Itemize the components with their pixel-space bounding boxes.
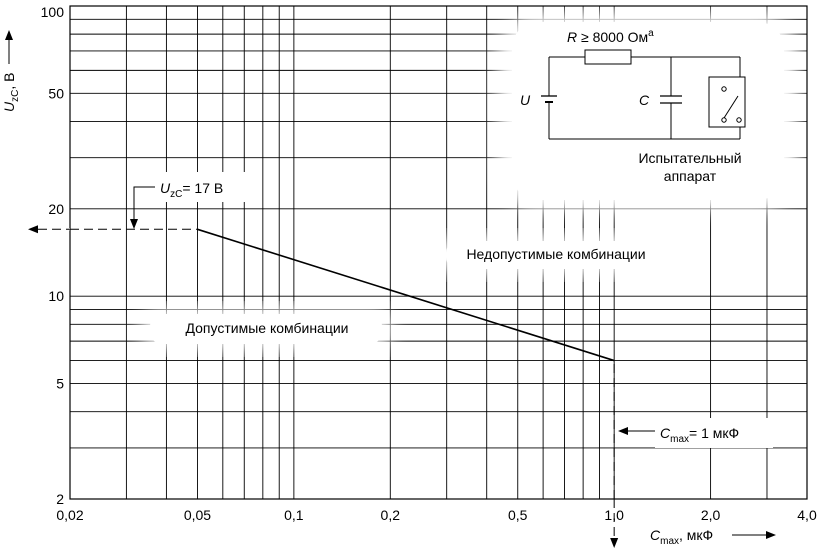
- x-label-subscript: max: [660, 536, 679, 547]
- switch-blade: [723, 95, 739, 119]
- apparatus-label-line2: аппарат: [664, 168, 717, 184]
- y-tick-label: 5: [56, 376, 64, 392]
- plot-frame: [69, 5, 808, 500]
- x-tick-label: 2,0: [701, 507, 721, 523]
- x-tick-labels: 0,02 0,05 0,1 0,2 0,5 1,0 2,0 4,0: [56, 507, 817, 523]
- y-label-subscript: zC: [10, 90, 21, 102]
- y-tick-label: 20: [48, 201, 64, 217]
- y-tick-label: 50: [48, 85, 64, 101]
- series-layer: [197, 228, 615, 362]
- resistor-symbol: [584, 49, 632, 65]
- uzc-leader-arrowhead: [130, 219, 138, 229]
- x-axis-title: Cmax, мкФ: [650, 527, 713, 547]
- x-tick-label: 0,5: [508, 507, 528, 523]
- reference-lines: [28, 225, 619, 548]
- y-axis-arrowhead: [5, 30, 13, 40]
- resistor-value: ≥ 8000 Ом: [577, 29, 648, 45]
- cmax-label-background: [655, 418, 773, 448]
- switch-contact-top: [721, 86, 727, 92]
- apparatus-label-line1: Испытательный: [638, 150, 741, 166]
- forbidden-region-label: Недопустимые комбинации: [466, 246, 645, 262]
- resistor-footnote: a: [648, 28, 654, 39]
- uzc-left-arrowhead: [28, 225, 38, 234]
- x-tick-label: 0,05: [184, 507, 211, 523]
- label-backgrounds: [140, 14, 798, 448]
- capacitor-label: C: [639, 92, 650, 108]
- y-tick-label: 100: [41, 4, 65, 20]
- uzc-leader-line: [133, 186, 155, 220]
- switch-contact-side: [736, 117, 742, 123]
- switch-contact-bottom: [721, 117, 727, 123]
- x-tick-label: 0,2: [381, 507, 401, 523]
- forbidden-label-background-core: [446, 241, 666, 269]
- y-tick-labels: 2 5 10 20 50 100: [41, 4, 65, 507]
- x-tick-label: 4,0: [797, 507, 817, 523]
- x-tick-label: 0,02: [56, 507, 83, 523]
- cmax-annotation: Cmax= 1 мкФ: [618, 425, 739, 445]
- uzc-variable: U: [160, 180, 171, 196]
- y-label-variable: U: [1, 101, 17, 112]
- uzc-annotation-label: UzC= 17 В: [160, 180, 223, 200]
- circuit-inset-background-core: [512, 22, 784, 200]
- circuit-diagram: [541, 49, 746, 140]
- source-label: U: [520, 92, 531, 108]
- y-axis-title: UzC, В: [1, 73, 21, 112]
- uzc-value: = 17 В: [182, 180, 223, 196]
- x-label-unit: , мкФ: [679, 527, 713, 543]
- x-axis-arrowhead: [766, 531, 776, 539]
- cmax-subscript: max: [670, 434, 689, 445]
- resistor-variable: R: [567, 29, 577, 45]
- x-tick-label: 1,0: [604, 507, 624, 523]
- y-tick-label: 10: [48, 288, 64, 304]
- permitted-label-background-core: [150, 314, 382, 344]
- cmax-leader-arrowhead: [618, 427, 628, 435]
- uzc-annotation: UzC= 17 В: [130, 180, 223, 229]
- resistor-label: R ≥ 8000 Омa: [567, 28, 654, 45]
- cmax-annotation-label: Cmax= 1 мкФ: [660, 425, 739, 445]
- cmax-value: = 1 мкФ: [689, 425, 739, 441]
- x-tick-label: 0,1: [284, 507, 304, 523]
- y-label-unit: , В: [1, 73, 17, 90]
- limit-line: [197, 228, 615, 362]
- y-tick-label: 2: [56, 491, 64, 507]
- cmax-variable: C: [660, 425, 671, 441]
- permitted-region-label: Допустимые комбинации: [186, 320, 349, 336]
- uzc-label-background: [152, 172, 252, 202]
- cmax-down-arrowhead: [610, 538, 619, 548]
- svg-text:UzC, В: UzC, В: [1, 73, 21, 112]
- x-label-variable: C: [650, 527, 661, 543]
- uzc-subscript: zC: [170, 189, 182, 200]
